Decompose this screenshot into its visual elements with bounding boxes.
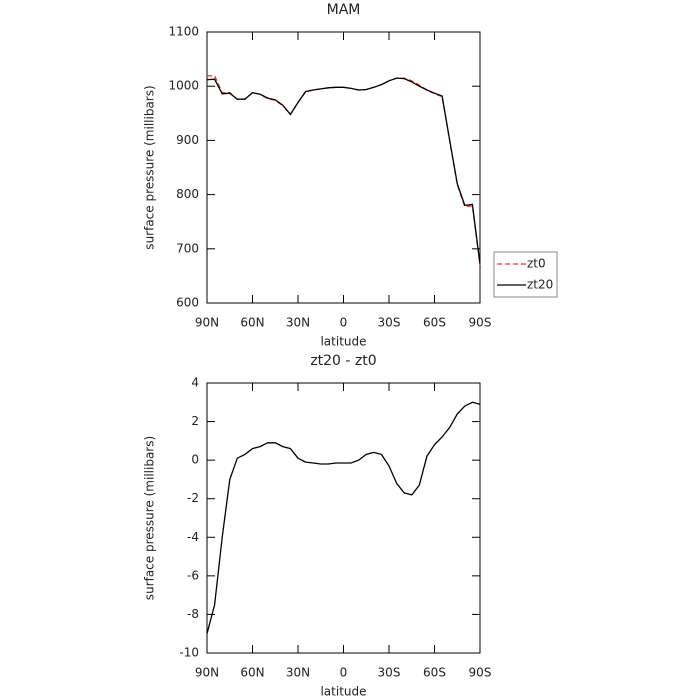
chart-title: MAM [327,2,361,18]
chart-title: zt20 - zt0 [310,353,376,369]
x-tick-label: 90S [469,666,492,680]
y-axis-label: surface pressure (millibars) [143,85,157,249]
x-axis-label: latitude [320,685,366,699]
y-tick-label: 1100 [168,25,199,39]
y-tick-label: -6 [187,568,199,582]
data-line [206,401,481,634]
x-tick-label: 30S [378,316,401,330]
x-tick-label: 30S [378,666,401,680]
x-tick-label: 60N [240,316,264,330]
y-tick-label: 4 [191,376,199,390]
legend-box [493,251,558,298]
x-tick-label: 30N [286,666,310,680]
y-tick-label: 700 [176,241,199,255]
y-tick-label: -10 [179,646,199,660]
data-line [207,75,481,266]
y-tick-label: -8 [187,607,199,621]
x-tick-label: 90S [469,316,492,330]
y-tick-label: 600 [176,296,199,310]
x-tick-label: 90N [195,666,219,680]
plot-frame [206,382,481,654]
x-tick-label: 30N [286,316,310,330]
y-tick-label: 1000 [168,79,199,93]
x-tick-label: 60S [423,316,446,330]
y-tick-label: -2 [187,491,199,505]
x-tick-label: 60S [423,666,446,680]
legend-label: zt0 [527,257,546,271]
legend-label: zt20 [527,278,553,292]
y-tick-label: 0 [191,453,199,467]
x-tick-label: 0 [340,316,348,330]
y-axis-label: surface pressure (millibars) [143,436,157,600]
x-tick-label: 0 [340,666,348,680]
x-tick-label: 90N [195,316,219,330]
x-axis-label: latitude [320,335,366,349]
plot-frame [206,31,481,304]
y-tick-label: 800 [176,187,199,201]
y-tick-label: 2 [191,414,199,428]
x-tick-label: 60N [240,666,264,680]
y-tick-label: 900 [176,133,199,147]
data-line [206,77,481,265]
y-tick-label: -4 [187,530,199,544]
